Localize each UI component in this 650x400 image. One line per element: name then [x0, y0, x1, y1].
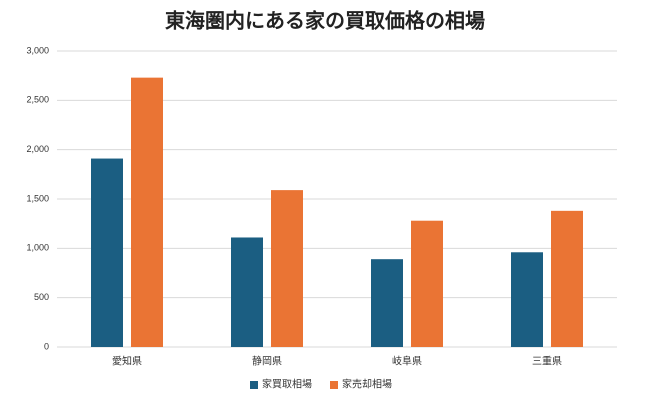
bar — [91, 158, 123, 347]
x-tick-label: 愛知県 — [112, 355, 142, 368]
legend-swatch — [250, 381, 258, 389]
bar — [131, 77, 163, 347]
y-tick-label: 1,000 — [26, 243, 49, 253]
bar — [411, 220, 443, 347]
bar — [371, 259, 403, 347]
legend-swatch — [330, 381, 338, 389]
y-tick-label: 0 — [44, 341, 49, 351]
legend-label: 家売却相場 — [342, 378, 392, 391]
legend-label: 家買取相場 — [262, 378, 312, 391]
x-tick-label: 岐阜県 — [392, 355, 422, 368]
y-tick-label: 500 — [34, 292, 49, 302]
bar — [511, 252, 543, 347]
bar — [231, 237, 263, 347]
bar — [551, 210, 583, 347]
y-tick-label: 1,500 — [26, 193, 49, 203]
y-tick-label: 3,000 — [26, 45, 49, 55]
bar — [271, 190, 303, 347]
x-tick-label: 三重県 — [532, 355, 562, 368]
chart-title: 東海圏内にある家の買取価格の相場 — [165, 8, 485, 32]
y-tick-label: 2,500 — [26, 95, 49, 105]
x-tick-label: 静岡県 — [252, 355, 282, 368]
y-tick-label: 2,000 — [26, 144, 49, 154]
